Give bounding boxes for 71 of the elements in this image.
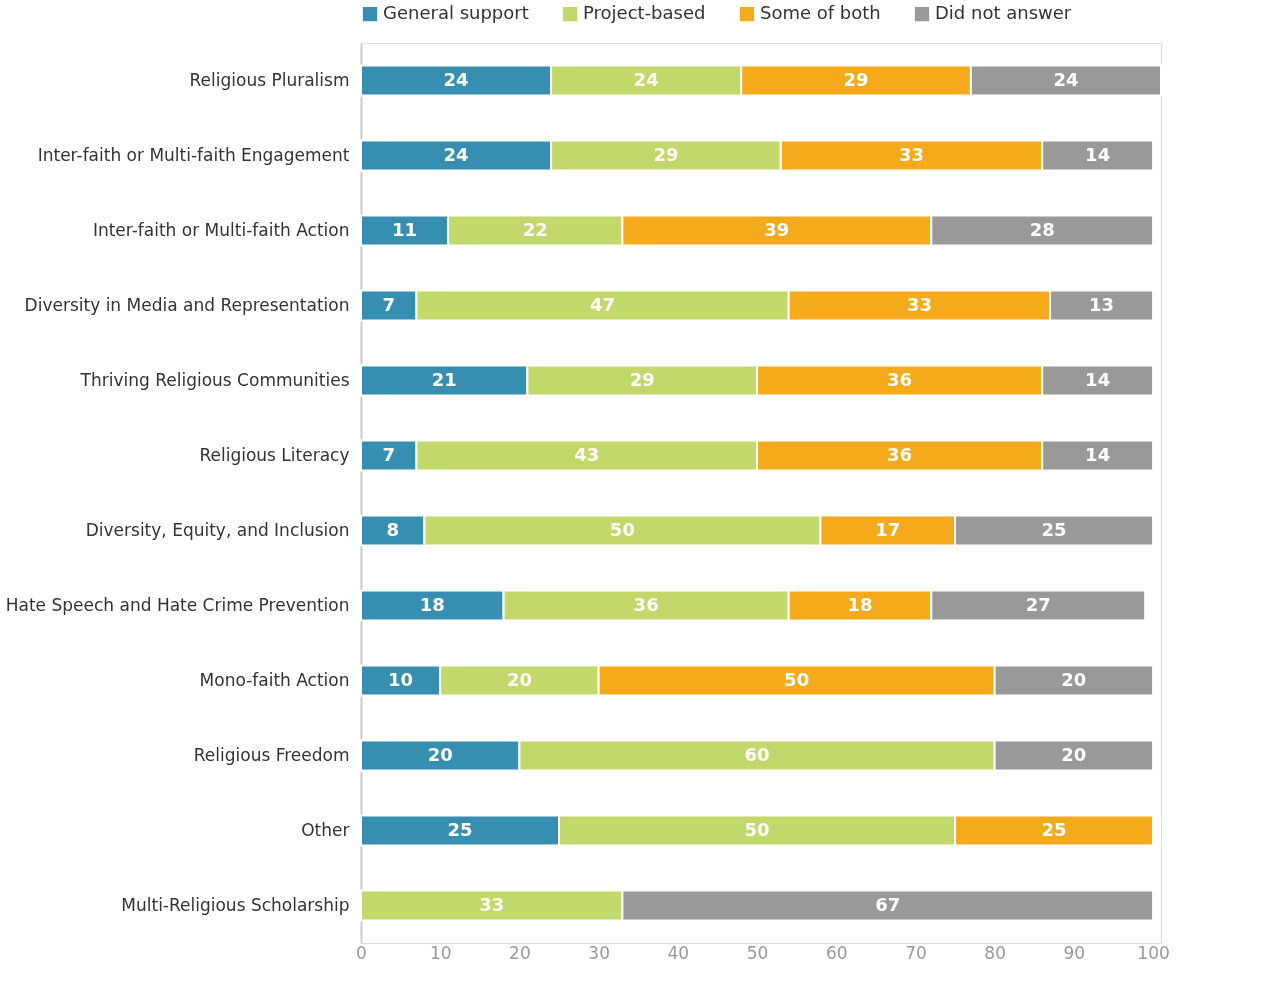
y-tick-label: Thriving Religious Communities [79,369,350,390]
x-tick-label: 80 [984,942,1006,963]
x-tick-label: 90 [1063,942,1086,963]
data-label: 13 [1089,293,1115,315]
data-label: 39 [764,218,790,240]
data-label: 25 [1041,818,1067,840]
y-tick-label: Hate Speech and Hate Crime Prevention [5,594,350,615]
data-label: 20 [506,668,532,690]
data-label: 29 [843,68,869,90]
x-tick-label: 0 [356,942,367,963]
data-label: 10 [388,668,414,690]
legend-label: Project-based [583,2,706,24]
data-label: 18 [419,593,445,615]
data-label: 43 [574,443,600,465]
x-tick-label: 10 [429,942,452,963]
data-label: 24 [443,143,469,165]
data-label: 33 [479,893,505,915]
data-label: 29 [629,368,655,390]
data-label: 7 [382,293,395,315]
x-tick-label: 60 [825,942,848,963]
data-label: 20 [1061,668,1087,690]
data-label: 36 [887,443,913,465]
data-label: 8 [386,518,399,540]
data-label: 11 [392,218,418,240]
data-label: 14 [1085,443,1111,465]
data-label: 14 [1085,143,1111,165]
y-tick-label: Other [301,819,350,840]
data-label: 17 [875,518,901,540]
x-tick-label: 70 [905,942,927,963]
y-tick-label: Religious Freedom [193,744,350,765]
y-tick-label: Multi-Religious Scholarship [121,894,350,915]
y-tick-label: Inter-faith or Multi-faith Action [92,219,350,240]
data-label: 67 [875,893,901,915]
data-label: 50 [784,668,810,690]
data-label: 25 [1041,518,1067,540]
x-tick-label: 100 [1137,942,1170,963]
data-label: 28 [1029,218,1055,240]
data-label: 7 [382,443,395,465]
data-label: 50 [744,818,770,840]
data-label: 24 [443,68,469,90]
data-label: 24 [1053,68,1079,90]
data-label: 21 [431,368,457,390]
data-label: 20 [427,743,453,765]
data-label: 22 [522,218,548,240]
legend-label: Some of both [760,2,881,24]
x-tick-label: 30 [588,942,610,963]
data-label: 18 [847,593,873,615]
x-tick-label: 50 [746,942,769,963]
data-label: 36 [887,368,913,390]
data-label: 20 [1061,743,1087,765]
y-tick-label: Inter-faith or Multi-faith Engagement [37,144,350,165]
y-tick-label: Diversity in Media and Representation [24,294,350,315]
data-label: 25 [447,818,473,840]
data-label: 33 [898,143,925,165]
data-label: 27 [1025,593,1051,615]
data-label: 36 [633,593,659,615]
y-tick-label: Religious Literacy [199,444,350,465]
data-label: 60 [744,743,770,765]
data-label: 29 [653,143,679,165]
legend-label: General support [383,2,529,24]
legend-label: Did not answer [935,2,1072,24]
data-label: 47 [590,293,616,315]
x-tick-label: 20 [509,942,531,963]
y-tick-label: Mono-faith Action [199,669,350,690]
data-label: 50 [609,518,635,540]
data-label: 14 [1085,368,1111,390]
y-tick-label: Religious Pluralism [189,69,350,90]
data-label: 24 [633,68,659,90]
x-tick-label: 40 [667,942,690,963]
data-label: 33 [906,293,932,315]
y-tick-label: Diversity, Equity, and Inclusion [85,519,350,540]
